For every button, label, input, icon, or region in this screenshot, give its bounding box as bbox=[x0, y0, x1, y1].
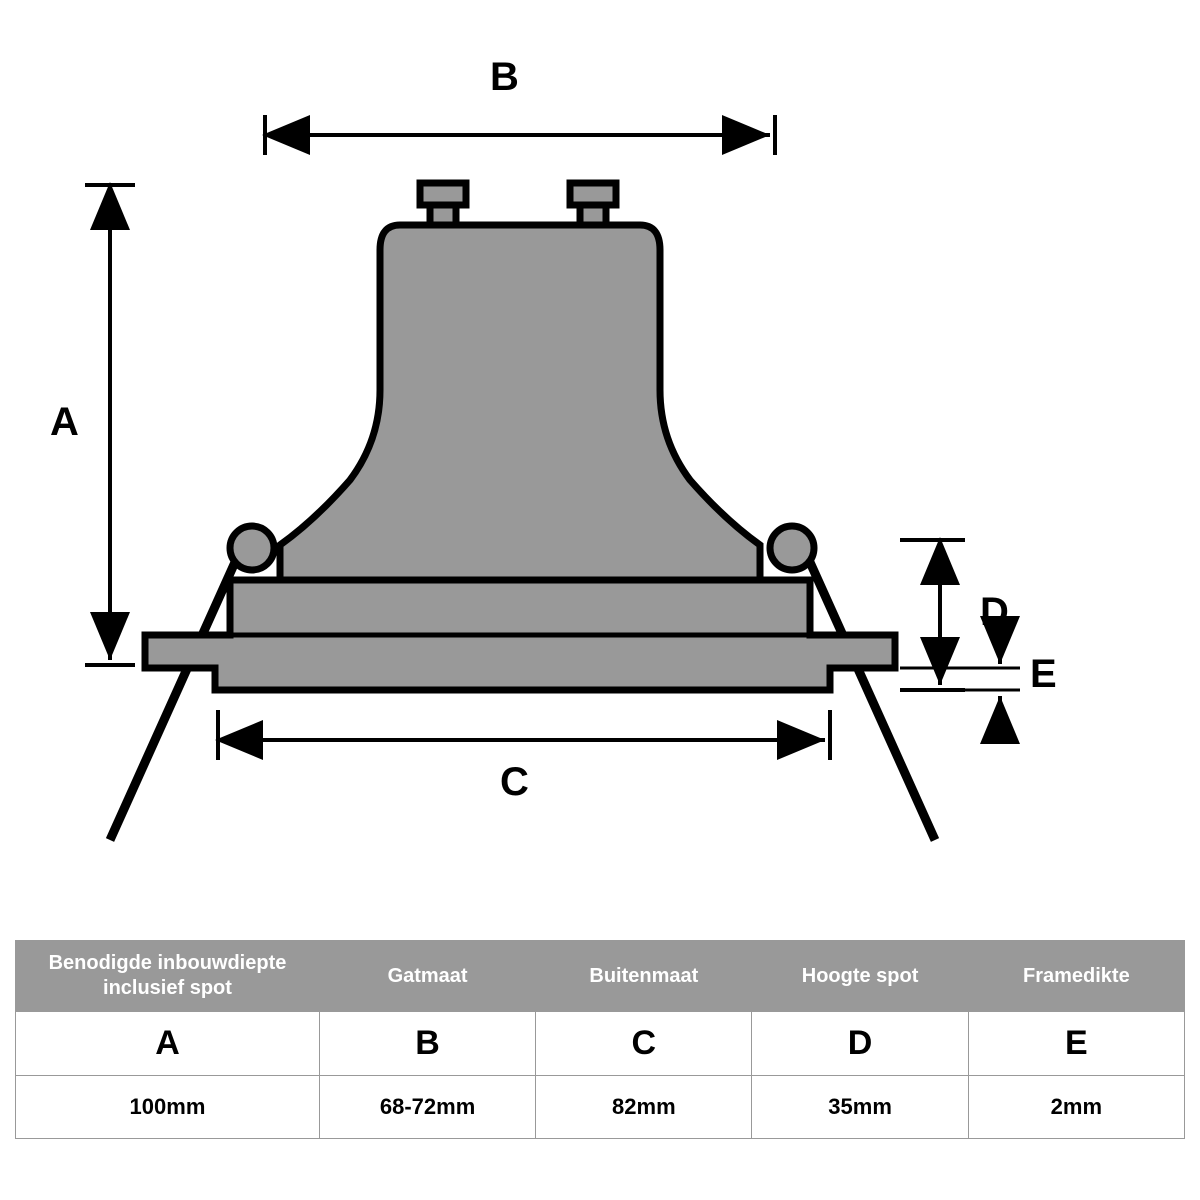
dim-label-d: D bbox=[980, 590, 1009, 635]
col-header-e: Framedikte bbox=[968, 941, 1184, 1012]
table-header-row: Benodigde inbouwdiepte inclusief spot Ga… bbox=[16, 941, 1185, 1012]
dimensions-table: Benodigde inbouwdiepte inclusief spot Ga… bbox=[15, 940, 1185, 1139]
letter-d: D bbox=[752, 1012, 968, 1076]
technical-drawing: B A C D E bbox=[30, 20, 1170, 920]
letter-c: C bbox=[536, 1012, 752, 1076]
drawing-svg bbox=[30, 20, 1170, 920]
dim-label-e: E bbox=[1030, 652, 1057, 697]
letter-a: A bbox=[16, 1012, 320, 1076]
value-d: 35mm bbox=[752, 1076, 968, 1139]
value-b: 68-72mm bbox=[319, 1076, 535, 1139]
col-header-d: Hoogte spot bbox=[752, 941, 968, 1012]
value-c: 82mm bbox=[536, 1076, 752, 1139]
value-a: 100mm bbox=[16, 1076, 320, 1139]
dim-label-c: C bbox=[500, 760, 529, 805]
col-header-b: Gatmaat bbox=[319, 941, 535, 1012]
letter-e: E bbox=[968, 1012, 1184, 1076]
table-letter-row: A B C D E bbox=[16, 1012, 1185, 1076]
table-value-row: 100mm 68-72mm 82mm 35mm 2mm bbox=[16, 1076, 1185, 1139]
col-header-c: Buitenmaat bbox=[536, 941, 752, 1012]
bulb-body bbox=[280, 225, 760, 580]
value-e: 2mm bbox=[968, 1076, 1184, 1139]
dim-label-b: B bbox=[490, 55, 519, 100]
letter-b: B bbox=[319, 1012, 535, 1076]
col-header-a: Benodigde inbouwdiepte inclusief spot bbox=[16, 941, 320, 1012]
dim-label-a: A bbox=[50, 400, 79, 445]
